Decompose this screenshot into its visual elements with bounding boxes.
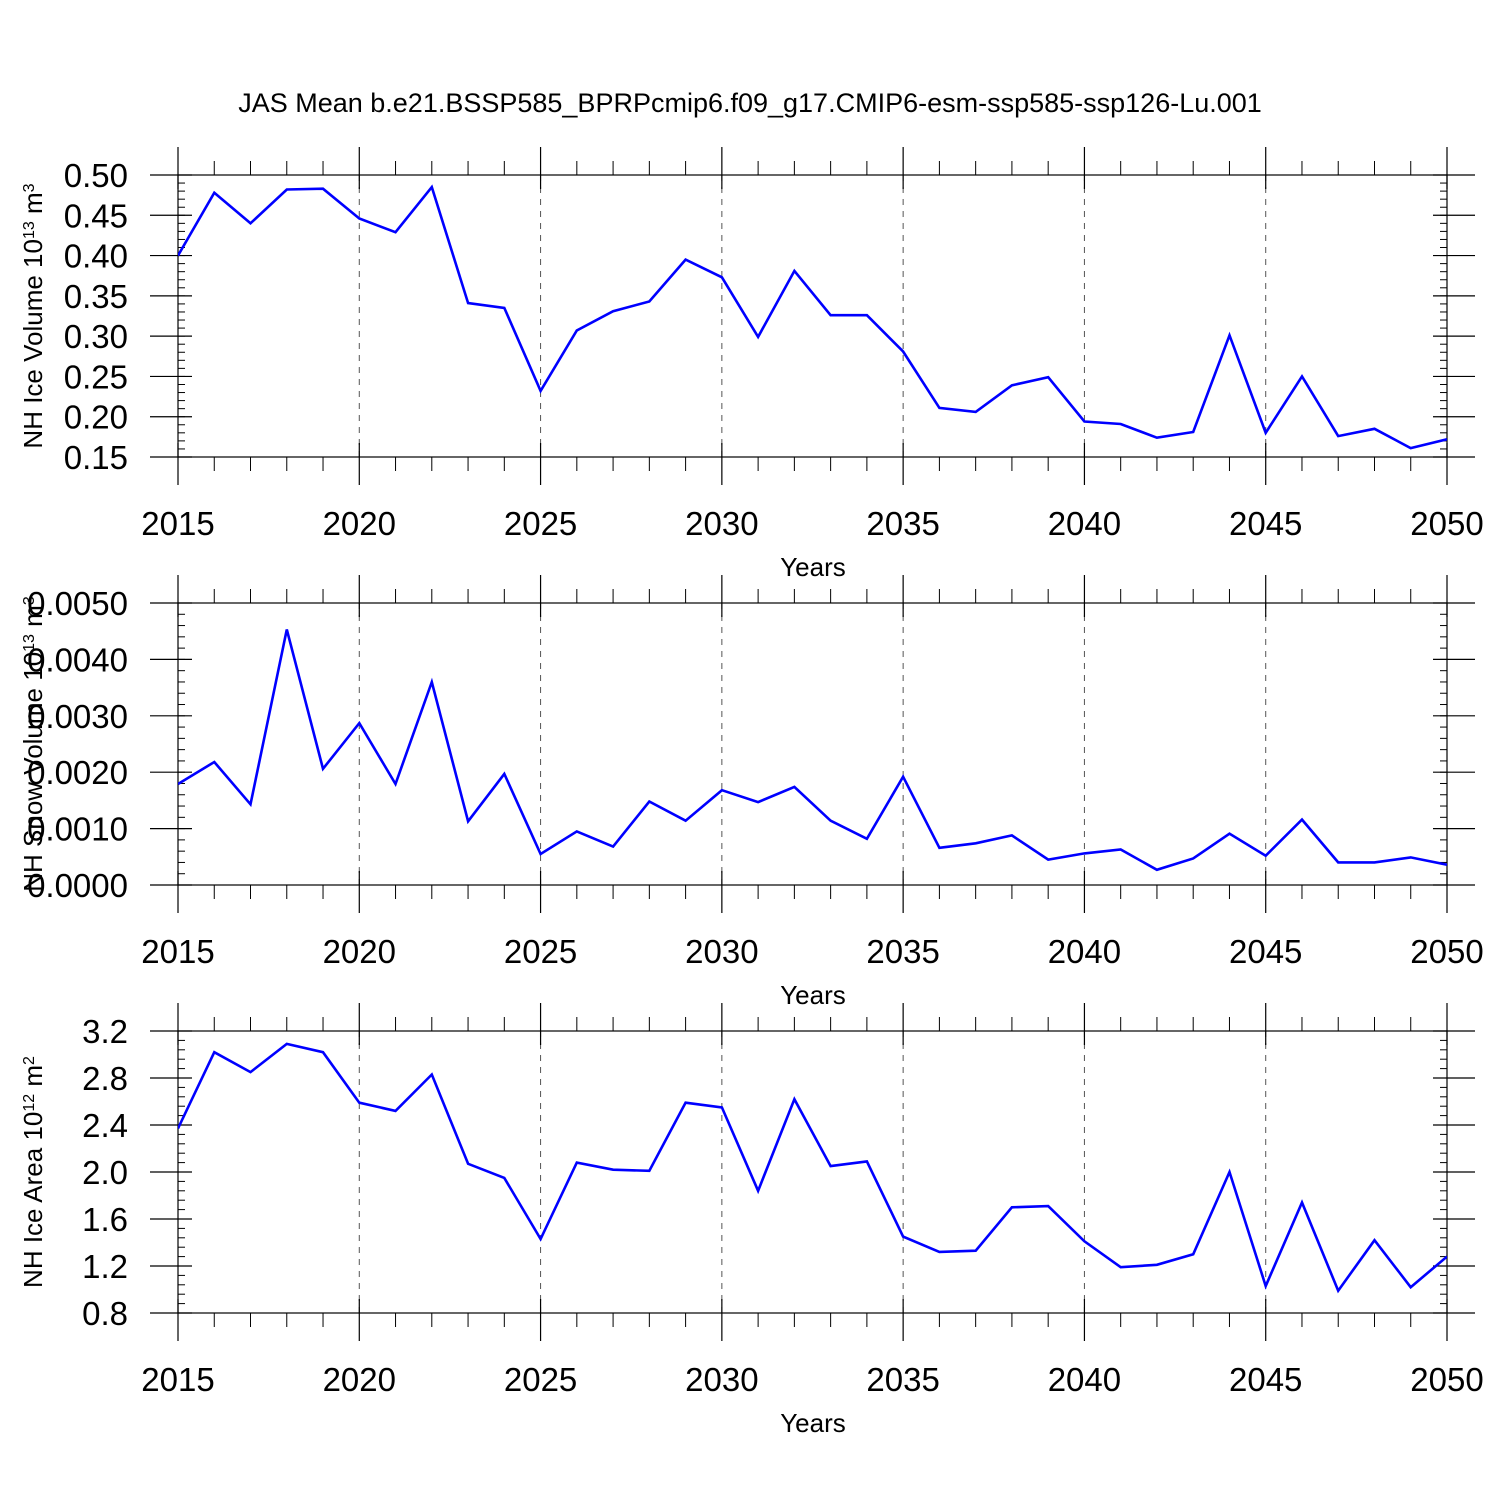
x-axis-title: Years: [780, 1408, 846, 1438]
y-axis-title: NH Snow Volume 1013 m3: [18, 596, 48, 892]
x-tick-label: 2035: [866, 505, 939, 542]
panel-1: 0.150.20 0.250.300.350.40 0.450.50 2015 2020…: [18, 147, 1484, 582]
y-tick-label: 0.30: [64, 318, 128, 355]
x-tick-label: 2020: [323, 1361, 396, 1398]
y-axis-title: NH Ice Area 1012 m2: [18, 1056, 48, 1288]
series-line: [178, 629, 1447, 872]
y-tick-label: 0.0050: [27, 585, 128, 622]
y-axis-title-unit-exponent: 3: [21, 183, 38, 192]
y-tick-label: 1.2: [82, 1248, 128, 1285]
y-tick-label: 2.4: [82, 1107, 128, 1144]
x-tick-label: 2025: [504, 933, 577, 970]
y-axis-title-unit-exponent: 3: [21, 596, 38, 605]
x-tick-label: 2015: [141, 1361, 214, 1398]
y-tick-label: 0.35: [64, 278, 128, 315]
x-tick-label: 2030: [685, 1361, 758, 1398]
x-tick-label: 2015: [141, 933, 214, 970]
x-tick-label: 2025: [504, 1361, 577, 1398]
y-tick-label: 2.0: [82, 1154, 128, 1191]
y-tick-label: 2.8: [82, 1060, 128, 1097]
panel-3: 0.8 1.2 1.6 2.0 2.4 2.8 3.2 2015 2020 2025 2030 203…: [18, 1003, 1484, 1438]
x-tick-label: 2015: [141, 505, 214, 542]
y-tick-label: 0.8: [82, 1295, 128, 1332]
x-tick-label: 2020: [323, 933, 396, 970]
y-axis-title-exponent: 12: [21, 1094, 38, 1112]
x-tick-label: 2025: [504, 505, 577, 542]
y-axis-title-unit: m: [18, 1065, 48, 1094]
y-axis-title-main: NH Ice Volume 10: [18, 239, 48, 449]
plot-frame: [177, 1030, 1448, 1314]
y-axis-title-unit-exponent: 2: [21, 1056, 38, 1065]
x-tick-label: 2040: [1048, 505, 1121, 542]
y-tick-label: 0.50: [64, 157, 128, 194]
x-tick-label: 2035: [866, 1361, 939, 1398]
y-tick-label: 0.0040: [27, 641, 128, 678]
y-tick-label: 0.0030: [27, 698, 128, 735]
x-tick-label: 2050: [1410, 1361, 1483, 1398]
y-tick-label: 0.25: [64, 358, 128, 395]
y-axis-title: NH Ice Volume 1013 m3: [18, 183, 48, 448]
x-tick-label: 2040: [1048, 1361, 1121, 1398]
y-tick-label: 0.0010: [27, 811, 128, 848]
panel-2: 0.0000 0.0010 0.0020 0.0030 0.0040 0.0050 2015…: [18, 575, 1484, 1010]
x-tick-label: 2020: [323, 505, 396, 542]
x-axis-title: Years: [780, 980, 846, 1010]
figure-title: JAS Mean b.e21.BSSP585_BPRPcmip6.f09_g17…: [238, 88, 1262, 118]
y-axis-title-unit: m: [18, 605, 48, 634]
y-axis-title-main: NH Ice Area 10: [18, 1112, 48, 1288]
y-tick-label: 0.20: [64, 399, 128, 436]
y-axis-title-main: NH Snow Volume 10: [18, 652, 48, 892]
y-axis-title-exponent: 13: [21, 634, 38, 652]
y-tick-label: 0.15: [64, 439, 128, 476]
series-line: [178, 1042, 1447, 1294]
y-tick-label: 0.0020: [27, 754, 128, 791]
x-tick-label: 2030: [685, 505, 758, 542]
x-tick-label: 2035: [866, 933, 939, 970]
y-tick-label: 0.45: [64, 197, 128, 234]
x-axis-title: Years: [780, 552, 846, 582]
x-tick-label: 2050: [1410, 505, 1483, 542]
y-tick-label: 0.40: [64, 238, 128, 275]
x-tick-label: 2045: [1229, 505, 1302, 542]
x-tick-label: 2030: [685, 933, 758, 970]
x-tick-label: 2045: [1229, 933, 1302, 970]
y-tick-label: 1.6: [82, 1201, 128, 1238]
x-tick-label: 2045: [1229, 1361, 1302, 1398]
x-tick-label: 2050: [1410, 933, 1483, 970]
plot-frame: [177, 174, 1448, 458]
y-tick-label: 3.2: [82, 1013, 128, 1050]
y-axis-title-unit: m: [18, 192, 48, 221]
x-tick-label: 2040: [1048, 933, 1121, 970]
series-line: [178, 184, 1447, 450]
plot-frame: [177, 602, 1448, 886]
y-axis-title-exponent: 13: [21, 221, 38, 239]
y-tick-label: 0.0000: [27, 867, 128, 904]
